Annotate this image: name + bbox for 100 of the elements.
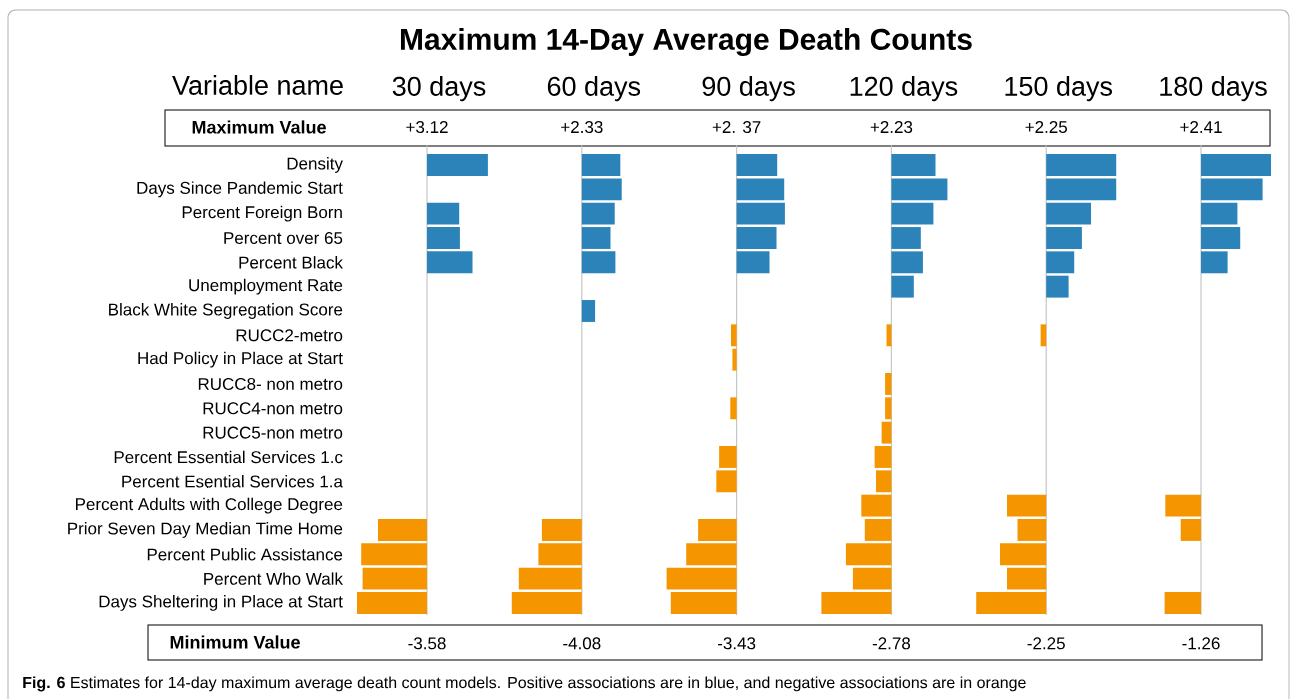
bar	[1046, 154, 1117, 176]
bar	[511, 592, 582, 614]
text: Maximum 14-Day Average Death Counts	[400, 27, 972, 57]
bar	[1046, 178, 1117, 201]
y-tick-label: Percent Black	[239, 256, 343, 269]
bar	[1000, 543, 1047, 566]
bar	[1180, 519, 1202, 541]
bar	[1201, 202, 1238, 225]
text: -3.58	[408, 637, 446, 650]
bar	[891, 251, 923, 274]
bar	[670, 592, 737, 614]
bar	[731, 324, 737, 347]
y-tick-label: RUCC8- non metro	[198, 377, 343, 390]
text: +2. 37	[712, 121, 761, 134]
bar	[427, 251, 473, 274]
text: -2.25	[1027, 637, 1065, 650]
bar	[427, 227, 460, 249]
text: Maximum Value	[192, 120, 326, 134]
text: +2.33	[561, 121, 603, 134]
y-tick-label: Percent Esential Services 1.a	[122, 475, 343, 488]
bar	[891, 154, 936, 176]
bar	[666, 567, 737, 590]
bar	[362, 567, 427, 590]
bar	[861, 494, 892, 517]
chart-title: 180 days	[1160, 76, 1267, 102]
text: -1.26	[1182, 637, 1220, 650]
bar	[1017, 519, 1047, 541]
bar	[581, 154, 621, 176]
chart-title: 120 days	[850, 76, 958, 102]
bar	[736, 202, 785, 225]
bar	[845, 543, 892, 566]
bar	[730, 397, 737, 420]
bar	[1201, 154, 1272, 176]
y-tick-label: Prior Seven Day Median Time Home	[68, 522, 343, 538]
bar	[581, 227, 611, 249]
bar	[1046, 251, 1075, 274]
text: +2.41	[1180, 121, 1222, 133]
chart-title: 30 days	[392, 76, 486, 102]
text: -3.43	[717, 637, 756, 650]
bar	[719, 446, 737, 468]
y-tick-label: Percent Adults with College Degree	[76, 497, 343, 514]
bar	[686, 543, 737, 566]
bar	[736, 227, 777, 249]
bar	[1165, 494, 1202, 517]
bar	[732, 348, 737, 371]
bar	[716, 470, 737, 493]
bar	[891, 275, 914, 298]
bar	[891, 202, 934, 225]
bar	[1007, 494, 1047, 517]
bar	[1201, 251, 1228, 274]
bar	[357, 592, 427, 614]
text: -4.08	[563, 637, 601, 650]
bar	[852, 567, 892, 590]
y-tick-label: Percent Public Assistance	[147, 548, 343, 561]
text: Fig. 6 Estimates for 14-day maximum average death count models. Positive associations are in blue, and negative associations are in orange	[23, 676, 1026, 692]
y-tick-label: RUCC4-non metro	[203, 402, 343, 415]
bar	[885, 397, 892, 420]
y-tick-label: Black White Segregation Score	[109, 303, 343, 319]
bar	[518, 567, 582, 590]
bar	[581, 300, 596, 322]
bar	[1201, 227, 1241, 249]
bar	[698, 519, 737, 541]
bar	[1007, 567, 1047, 590]
y-tick-label: Days Sheltering in Place at Start	[99, 595, 343, 611]
bar	[378, 519, 427, 541]
text: +2.23	[870, 121, 913, 134]
bar	[736, 251, 770, 274]
text: Variable name	[172, 75, 343, 95]
bar	[891, 227, 921, 249]
y-tick-label: Percent Foreign Born	[182, 205, 342, 222]
y-tick-label: Days Since Pandemic Start	[137, 181, 343, 198]
bar	[581, 178, 622, 201]
bar	[581, 251, 616, 274]
bar	[581, 202, 615, 225]
bar	[427, 154, 488, 176]
bar	[538, 543, 582, 566]
y-tick-label: Percent Essential Services 1.c	[114, 450, 343, 464]
text: +2.25	[1025, 121, 1067, 134]
bar	[541, 519, 582, 541]
bar	[821, 592, 892, 614]
y-tick-label: RUCC5-non metro	[203, 426, 343, 439]
bar	[736, 154, 778, 176]
bar	[736, 178, 785, 201]
bar	[1046, 227, 1082, 249]
bar	[891, 178, 948, 201]
text: Minimum Value	[170, 635, 300, 649]
bar	[1046, 275, 1069, 298]
y-tick-label: Had Policy in Place at Start	[138, 351, 343, 368]
chart-title: 150 days	[1005, 76, 1112, 102]
y-tick-label: Unemployment Rate	[189, 278, 343, 295]
bar	[876, 470, 892, 493]
y-tick-label: RUCC2-metro	[236, 329, 343, 342]
text: -2.78	[872, 637, 911, 650]
bar	[976, 592, 1047, 614]
bar	[1164, 592, 1202, 614]
text: +3.12	[406, 121, 448, 134]
y-tick-label: Percent over 65	[224, 231, 343, 245]
bar	[881, 421, 892, 444]
y-tick-label: Percent Who Walk	[204, 572, 343, 585]
bar	[1201, 178, 1263, 201]
